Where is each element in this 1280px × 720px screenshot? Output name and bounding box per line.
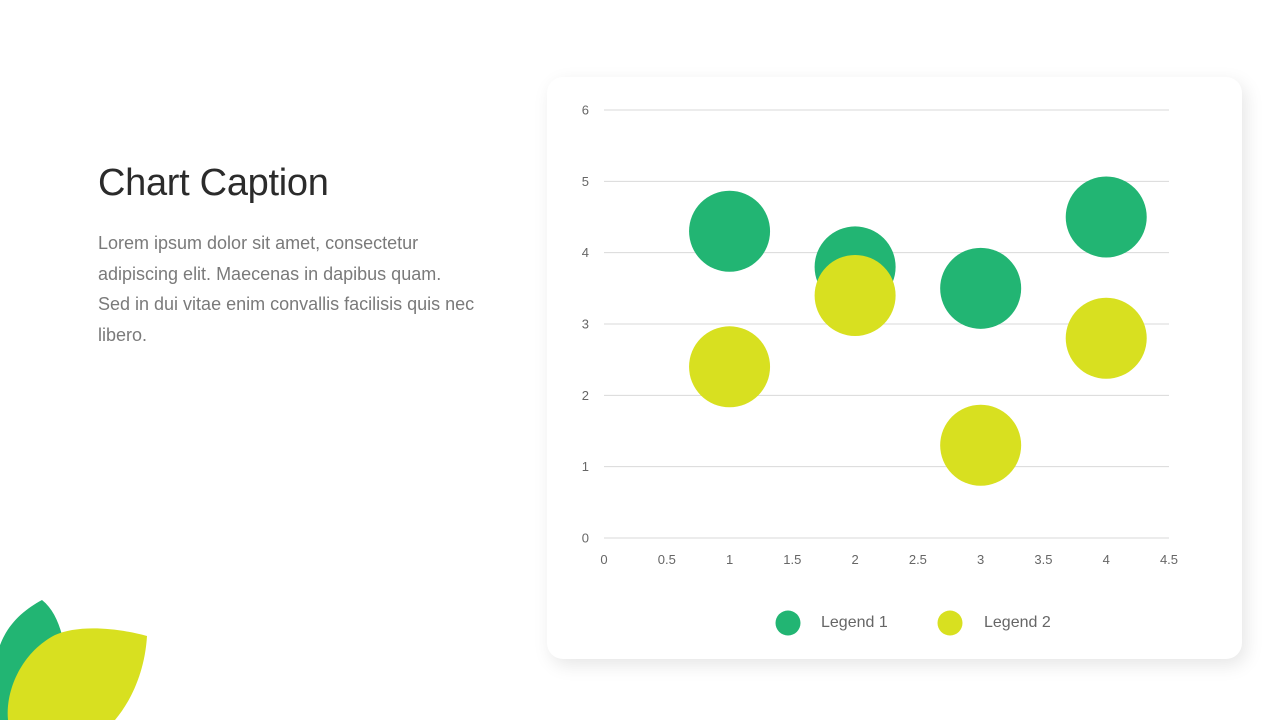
chart-caption-body: Lorem ipsum dolor sit amet, consectetur … (98, 233, 475, 345)
bubble-point (1065, 297, 1147, 379)
x-tick-label: 2 (851, 552, 858, 567)
x-tick-label: 4 (1103, 552, 1110, 567)
legend: Legend 1 Legend 2 (775, 610, 1051, 636)
y-tick-label: 3 (582, 317, 589, 332)
legend-marker (937, 610, 963, 636)
x-tick-label: 0 (600, 552, 607, 567)
bubble-point (1065, 176, 1147, 258)
legend-marker (775, 610, 801, 636)
bubble-point (689, 190, 771, 272)
y-tick-label: 6 (582, 103, 589, 118)
x-tick-label: 0.5 (658, 552, 676, 567)
y-axis-ticks: 0 1 2 3 4 5 6 (582, 103, 589, 546)
data-points (689, 176, 1147, 486)
bubble-point (940, 404, 1022, 486)
bubble-point (689, 326, 771, 408)
x-tick-label: 2.5 (909, 552, 927, 567)
yellow-leaf-shape (7, 628, 147, 720)
x-tick-label: 1.5 (783, 552, 801, 567)
y-tick-label: 5 (582, 174, 589, 189)
x-axis-ticks: 0 0.5 1 1.5 2 2.5 3 3.5 4 4.5 (600, 552, 1178, 567)
bubble-point (814, 254, 896, 336)
x-tick-label: 4.5 (1160, 552, 1178, 567)
y-tick-label: 0 (582, 531, 589, 546)
y-tick-label: 2 (582, 388, 589, 403)
y-tick-label: 1 (582, 459, 589, 474)
legend-label: Legend 2 (984, 614, 1051, 631)
y-tick-label: 4 (582, 245, 589, 260)
x-tick-label: 3 (977, 552, 984, 567)
x-tick-label: 1 (726, 552, 733, 567)
x-tick-label: 3.5 (1034, 552, 1052, 567)
bubble-point (940, 247, 1022, 329)
chart-caption-title: Chart Caption (98, 162, 329, 204)
legend-label: Legend 1 (821, 614, 888, 631)
leaf-decoration (0, 600, 147, 720)
